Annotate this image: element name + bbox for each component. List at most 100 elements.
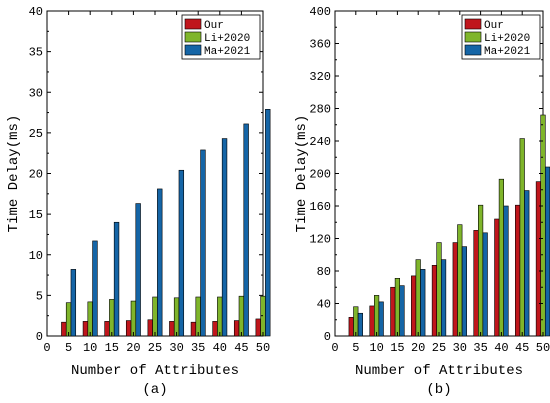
- x-tick-label: 30: [453, 341, 467, 355]
- legend-swatch-our: [464, 18, 482, 30]
- bar-our-25: [147, 319, 153, 337]
- bar-li-2020-15: [394, 278, 400, 337]
- y-tick-label: 80: [317, 265, 331, 279]
- legend-label: Ma+2021: [484, 46, 531, 58]
- bar-our-50: [255, 318, 261, 337]
- legend-label: Li+2020: [204, 33, 250, 45]
- legend-label: Li+2020: [484, 33, 530, 45]
- chart-panel-1: 0 5 10 15 20 25 30 35 40 0 5 10 15 20 25 30 35 40 45 50 Numb…: [6, 5, 271, 398]
- bar-our-10: [82, 321, 89, 337]
- y-tick-label: 35: [29, 46, 43, 60]
- y-tick-label: 0: [36, 330, 43, 344]
- bar-ma-2021-45: [243, 123, 249, 337]
- legend-swatch-ma-2021: [464, 44, 482, 56]
- y-tick-label: 360: [309, 38, 331, 52]
- y-tick-label: 120: [309, 233, 331, 247]
- bar-our-45: [233, 320, 240, 337]
- bar-li-2020-25: [436, 242, 442, 337]
- x-tick-label: 15: [105, 341, 119, 355]
- bar-ma-2021-50: [544, 166, 550, 337]
- bar-ma-2021-35: [482, 232, 488, 337]
- bar-ma-2021-5: [70, 269, 77, 337]
- bar-our-5: [348, 317, 354, 337]
- x-tick-label: 30: [169, 341, 183, 355]
- y-axis-title: Time Delay(ms): [6, 115, 22, 233]
- legend-swatch-li-2020: [464, 31, 482, 43]
- y-tick-label: 15: [29, 208, 43, 222]
- bar-our-30: [452, 242, 458, 337]
- bar-our-45: [515, 204, 521, 337]
- bar-li-2020-35: [195, 296, 201, 337]
- bar-our-25: [431, 265, 438, 337]
- x-tick-label: 15: [390, 341, 404, 355]
- bar-ma-2021-10: [92, 240, 98, 337]
- y-tick-label: 30: [29, 86, 43, 100]
- x-tick-label: 50: [536, 341, 550, 355]
- bar-li-2020-50: [540, 114, 546, 337]
- x-tick-label: 10: [83, 341, 97, 355]
- y-tick-label: 400: [309, 5, 331, 19]
- bar-our-20: [125, 320, 132, 337]
- x-tick-label: 45: [515, 341, 529, 355]
- legend-swatch-ma-2021: [184, 44, 202, 56]
- bar-li-2020-30: [173, 297, 180, 337]
- y-tick-label: 20: [29, 168, 43, 182]
- bar-li-2020-35: [478, 204, 484, 337]
- legend-label: Our: [204, 20, 224, 32]
- bar-our-15: [104, 321, 110, 337]
- bar-li-2020-25: [152, 296, 158, 337]
- bar-our-20: [411, 275, 417, 337]
- x-tick-label: 25: [148, 341, 162, 355]
- y-tick-label: 25: [29, 127, 43, 141]
- x-tick-label: 10: [369, 341, 383, 355]
- panel-label: (a): [142, 382, 167, 398]
- bar-our-30: [169, 321, 175, 337]
- plot-frame: [46, 10, 264, 337]
- bar-li-2020-30: [457, 224, 463, 337]
- y-tick-label: 5: [36, 289, 43, 303]
- x-tick-label: 45: [234, 341, 248, 355]
- y-tick-label: 0: [324, 330, 331, 344]
- x-axis-title: Number of Attributes: [355, 363, 523, 379]
- bar-li-2020-15: [109, 299, 115, 337]
- bar-li-2020-45: [238, 295, 245, 337]
- legend-label: Our: [484, 20, 504, 32]
- bar-our-40: [212, 321, 218, 337]
- legend-swatch-li-2020: [184, 31, 202, 43]
- y-tick-label: 320: [309, 70, 331, 84]
- bar-ma-2021-35: [200, 149, 206, 337]
- bar-li-2020-10: [87, 301, 93, 337]
- x-tick-label: 40: [213, 341, 227, 355]
- bar-ma-2021-15: [399, 285, 405, 337]
- bar-li-2020-40: [498, 178, 504, 337]
- x-tick-label: 5: [65, 341, 72, 355]
- y-tick-label: 200: [309, 168, 331, 182]
- x-tick-label: 20: [126, 341, 140, 355]
- x-tick-label: 20: [411, 341, 425, 355]
- bar-our-15: [390, 286, 396, 337]
- bar-our-10: [369, 305, 375, 337]
- x-tick-label: 0: [331, 341, 338, 355]
- y-tick-label: 160: [309, 200, 331, 214]
- y-tick-label: 240: [309, 135, 331, 149]
- x-tick-label: 35: [191, 341, 205, 355]
- x-axis-title: Number of Attributes: [71, 363, 239, 379]
- bar-ma-2021-20: [135, 203, 141, 337]
- bar-ma-2021-30: [461, 246, 467, 337]
- x-tick-label: 5: [352, 341, 359, 355]
- y-tick-label: 10: [29, 249, 43, 263]
- y-axis-title: Time Delay(ms): [294, 115, 310, 233]
- bar-our-40: [494, 218, 500, 337]
- bar-ma-2021-30: [178, 169, 185, 337]
- bar-li-2020-5: [65, 302, 72, 337]
- bar-ma-2021-15: [113, 221, 120, 337]
- y-tick-label: 40: [317, 298, 331, 312]
- legend-swatch-our: [184, 18, 202, 30]
- panel-label: (b): [426, 382, 451, 398]
- y-tick-label: 40: [29, 5, 43, 19]
- x-tick-label: 50: [256, 341, 270, 355]
- legend-label: Ma+2021: [204, 46, 251, 58]
